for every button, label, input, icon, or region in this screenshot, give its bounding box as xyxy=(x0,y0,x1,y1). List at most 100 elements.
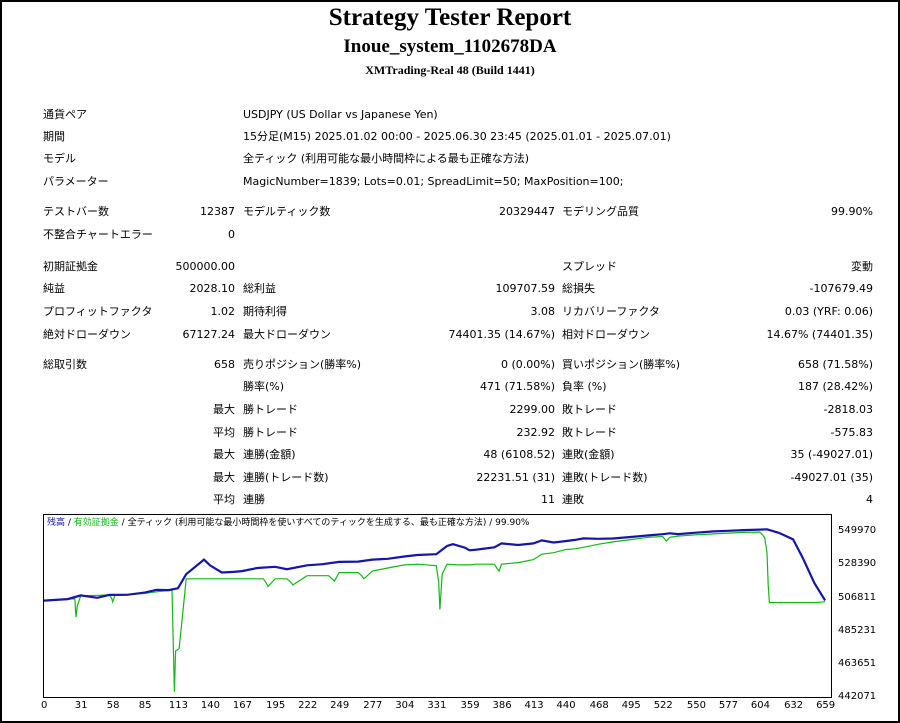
ticks-value: 20329447 xyxy=(499,205,555,218)
absolute-drawdown-value: 67127.24 xyxy=(182,328,236,341)
report-title: Strategy Tester Report xyxy=(328,4,572,31)
y-tick-label: 506811 xyxy=(838,591,877,603)
model-label: モデル xyxy=(43,152,76,165)
symbol-label: 通貨ペア xyxy=(43,108,87,121)
balance-series-line xyxy=(44,528,827,602)
x-tick-label: 249 xyxy=(330,700,350,711)
y-tick-label: 528390 xyxy=(838,558,877,570)
x-tick-label: 304 xyxy=(395,700,415,711)
long-positions-value: 658 (71.58%) xyxy=(797,358,873,371)
period-value: 15分足(M15) 2025.01.02 00:00 - 2025.06.30 … xyxy=(243,130,671,143)
x-tick-label: 550 xyxy=(686,700,706,711)
relative-drawdown-value: 14.67% (74401.35) xyxy=(766,328,873,341)
spread-label: スプレッド xyxy=(562,260,617,273)
deposit-value: 500000.00 xyxy=(175,260,236,273)
balance-chart-plot xyxy=(44,528,827,692)
x-tick-label: 85 xyxy=(138,700,152,711)
short-positions-value: 0 (0.00%) xyxy=(500,358,555,371)
legend-sep-2: / xyxy=(118,518,128,528)
cons-win-count-value: 22231.51 (31) xyxy=(476,471,555,484)
loss-rate-value: 187 (28.42%) xyxy=(797,380,873,393)
cons-loss-amount-label: 連敗(金額) xyxy=(562,448,615,461)
x-tick-label: 331 xyxy=(427,700,447,711)
server-build: XMTrading-Real 48 (Build 1441) xyxy=(365,63,535,77)
legend-sep-3: / xyxy=(486,518,496,528)
avg-cons-loss-value: 4 xyxy=(866,493,873,506)
mismatch-label: 不整合チャートエラー xyxy=(43,228,153,241)
y-tick-label: 463651 xyxy=(838,657,877,669)
cons-loss-count-label: 連敗(トレード数) xyxy=(562,471,648,484)
gross-profit-value: 109707.59 xyxy=(495,282,556,295)
equity-series-line xyxy=(44,531,826,692)
x-tick-label: 167 xyxy=(232,700,253,711)
legend-balance: 残高 xyxy=(47,518,66,528)
avg-prefix-2: 平均 xyxy=(213,493,235,506)
max-drawdown-label: 最大ドローダウン xyxy=(243,328,331,341)
chart-legend: 残高 / 有効証拠金 / 全ティック (利用可能な最小時間枠を使いすべてのティッ… xyxy=(47,518,529,529)
avg-loss-trade-value: -575.83 xyxy=(830,426,873,439)
gross-loss-label: 総損失 xyxy=(562,282,595,295)
cons-win-amount-value: 48 (6108.52) xyxy=(483,448,555,461)
x-tick-label: 522 xyxy=(653,700,673,711)
x-tick-label: 386 xyxy=(492,700,512,711)
profit-factor-value: 1.02 xyxy=(210,305,236,318)
max-prefix-2: 最大 xyxy=(213,448,235,461)
quality-label: モデリング品質 xyxy=(562,205,639,218)
avg-win-trade-value: 232.92 xyxy=(516,426,556,439)
x-tick-label: 440 xyxy=(556,700,576,711)
total-trades-value: 658 xyxy=(214,358,235,371)
relative-drawdown-label: 相対ドローダウン xyxy=(562,328,650,341)
spread-value: 変動 xyxy=(851,260,873,273)
max-drawdown-value: 74401.35 (14.67%) xyxy=(448,328,555,341)
symbol-value: USDJPY (US Dollar vs Japanese Yen) xyxy=(243,108,438,121)
quality-value: 99.90% xyxy=(831,205,873,218)
cons-loss-amount-value: 35 (-49027.01) xyxy=(790,448,873,461)
x-tick-label: 495 xyxy=(621,700,641,711)
x-tick-label: 659 xyxy=(816,700,836,711)
balance-chart xyxy=(43,514,832,698)
legend-equity: 有効証拠金 xyxy=(73,518,119,528)
long-positions-label: 買いポジション(勝率%) xyxy=(562,358,681,371)
x-tick-label: 468 xyxy=(589,700,609,711)
deposit-label: 初期証拠金 xyxy=(43,260,98,273)
gross-profit-label: 総利益 xyxy=(243,282,276,295)
y-tick-label: 485231 xyxy=(838,624,877,636)
ticks-label: モデルティック数 xyxy=(243,205,331,218)
gross-loss-value: -107679.49 xyxy=(809,282,873,295)
win-rate-label: 勝率(%) xyxy=(243,380,285,393)
recovery-factor-label: リカバリーファクタ xyxy=(562,305,660,318)
recovery-factor-value: 0.03 (YRF: 0.06) xyxy=(784,305,873,318)
cons-win-amount-label: 連勝(金額) xyxy=(243,448,296,461)
x-tick-label: 113 xyxy=(168,700,189,711)
max-loss-trade-value: -2818.03 xyxy=(823,403,873,416)
y-tick-label: 549970 xyxy=(838,525,877,537)
loss-rate-label: 負率 (%) xyxy=(562,380,607,393)
avg-cons-win-label: 連勝 xyxy=(243,493,265,506)
avg-cons-loss-label: 連敗 xyxy=(562,493,584,506)
max-loss-trade-label: 敗トレード xyxy=(562,403,617,416)
period-label: 期間 xyxy=(43,130,65,143)
x-tick-label: 31 xyxy=(74,700,88,711)
x-tick-label: 0 xyxy=(41,700,48,711)
avg-loss-trade-label: 敗トレード xyxy=(562,426,617,439)
legend-sep-1: / xyxy=(65,518,74,528)
max-prefix-3: 最大 xyxy=(213,471,235,484)
expected-payoff-label: 期待利得 xyxy=(243,305,287,318)
parameters-label: パラメーター xyxy=(43,175,109,188)
x-tick-label: 277 xyxy=(363,700,383,711)
bars-label: テストバー数 xyxy=(43,205,109,218)
short-positions-label: 売りポジション(勝率%) xyxy=(243,358,362,371)
parameters-value: MagicNumber=1839; Lots=0.01; SpreadLimit… xyxy=(243,175,624,188)
profit-factor-label: プロフィットファクタ xyxy=(43,305,153,318)
max-win-trade-value: 2299.00 xyxy=(509,403,556,416)
x-tick-label: 413 xyxy=(524,700,544,711)
x-tick-label: 222 xyxy=(298,700,318,711)
x-tick-label: 140 xyxy=(200,700,221,711)
total-trades-label: 総取引数 xyxy=(43,358,87,371)
expected-payoff-value: 3.08 xyxy=(530,305,556,318)
avg-win-trade-label: 勝トレード xyxy=(243,426,298,439)
x-tick-label: 359 xyxy=(460,700,480,711)
x-tick-label: 577 xyxy=(718,700,738,711)
avg-prefix: 平均 xyxy=(213,426,235,439)
